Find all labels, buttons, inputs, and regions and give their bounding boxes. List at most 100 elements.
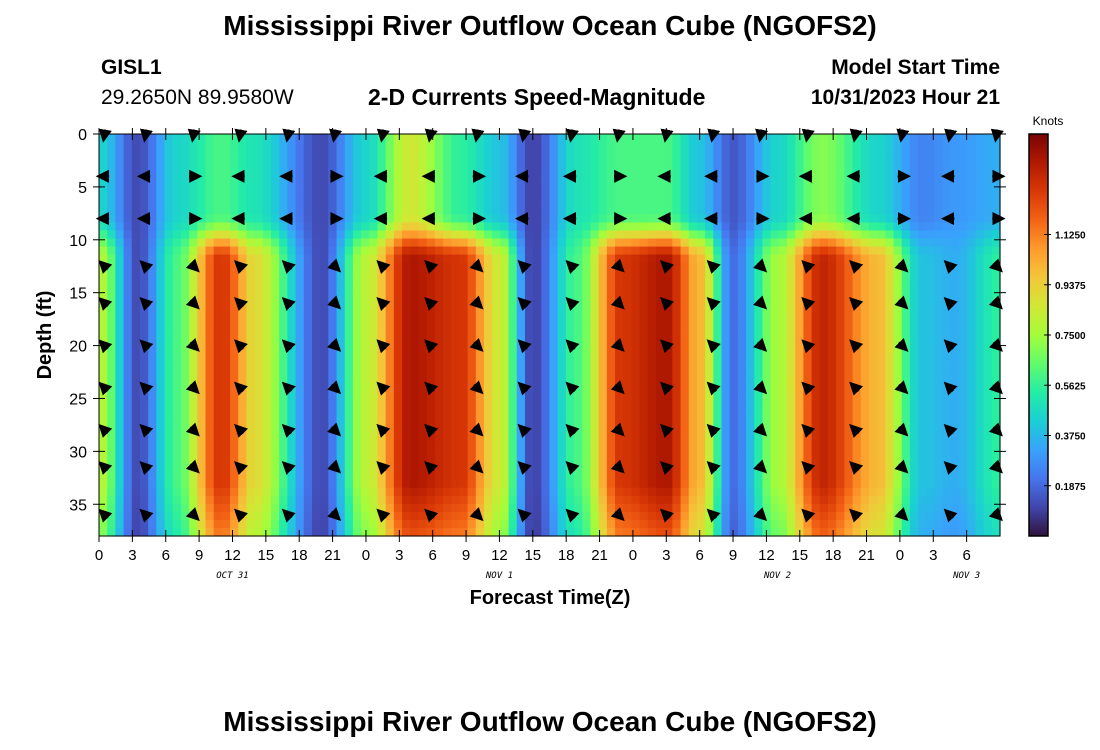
heatmap-cell xyxy=(787,270,796,280)
heatmap-cell xyxy=(443,383,452,392)
heatmap-cell xyxy=(189,359,198,368)
heatmap-cell xyxy=(311,351,321,360)
heatmap-cell xyxy=(295,367,305,376)
heatmap-cell xyxy=(950,206,960,215)
heatmap-cell xyxy=(729,182,739,191)
heatmap-cell xyxy=(221,294,231,304)
heatmap-cell xyxy=(271,198,280,207)
heatmap-cell xyxy=(893,238,903,248)
heatmap-cell xyxy=(901,158,911,167)
heatmap-cell xyxy=(492,270,501,280)
heatmap-cell xyxy=(311,142,321,151)
heatmap-cell xyxy=(909,463,919,473)
heatmap-cell xyxy=(819,166,829,175)
heatmap-cell xyxy=(696,351,706,360)
heatmap-cell xyxy=(893,431,903,441)
heatmap-cell xyxy=(713,439,723,449)
heatmap-cell xyxy=(688,335,698,344)
heatmap-cell xyxy=(377,150,387,159)
heatmap-cell xyxy=(696,158,706,167)
heatmap-cell xyxy=(410,262,420,272)
heatmap-cell xyxy=(565,471,575,481)
heatmap-cell xyxy=(631,190,641,199)
heatmap-cell xyxy=(909,391,919,400)
heatmap-cell xyxy=(901,455,911,465)
heatmap-cell xyxy=(598,198,608,207)
heatmap-cell xyxy=(279,479,288,489)
heatmap-cell xyxy=(647,367,657,376)
heatmap-cell xyxy=(99,222,108,232)
heatmap-cell xyxy=(221,326,231,336)
heatmap-cell xyxy=(311,487,321,497)
heatmap-cell xyxy=(541,367,551,376)
heatmap-cell xyxy=(205,222,215,232)
heatmap-cell xyxy=(574,447,583,457)
heatmap-cell xyxy=(549,150,559,159)
heatmap-cell xyxy=(451,407,460,416)
heatmap-cell xyxy=(385,407,395,416)
heatmap-cell xyxy=(680,150,690,159)
heatmap-cell xyxy=(123,471,133,481)
heatmap-cell xyxy=(778,318,788,328)
heatmap-cell xyxy=(615,310,624,320)
heatmap-cell xyxy=(696,479,706,489)
heatmap-cell xyxy=(475,278,485,288)
heatmap-cell xyxy=(328,190,338,199)
heatmap-cell xyxy=(221,455,231,465)
heatmap-cell xyxy=(713,134,723,143)
heatmap-cell xyxy=(262,246,272,256)
heatmap-cell xyxy=(107,198,116,207)
heatmap-cell xyxy=(975,198,985,207)
heatmap-cell xyxy=(402,142,411,151)
heatmap-cell xyxy=(860,455,870,465)
heatmap-cell xyxy=(533,326,542,336)
heatmap-cell xyxy=(983,270,993,280)
heatmap-cell xyxy=(737,238,747,248)
heatmap-cell xyxy=(705,471,714,481)
heatmap-cell xyxy=(967,222,977,232)
heatmap-cell xyxy=(819,335,829,344)
heatmap-cell xyxy=(983,463,993,473)
heatmap-cell xyxy=(754,367,764,376)
heatmap-cell xyxy=(483,423,493,433)
heatmap-cell xyxy=(254,399,264,408)
heatmap-cell xyxy=(254,415,264,425)
heatmap-cell xyxy=(500,206,510,215)
heatmap-cell xyxy=(189,198,198,207)
heatmap-cell xyxy=(959,367,968,376)
heatmap-cell xyxy=(901,270,911,280)
heatmap-cell xyxy=(836,174,845,183)
heatmap-cell xyxy=(680,166,690,175)
heatmap-cell xyxy=(213,158,223,167)
heatmap-cell xyxy=(696,302,706,312)
heatmap-cell xyxy=(918,174,927,183)
heatmap-cell xyxy=(934,391,944,400)
heatmap-cell xyxy=(909,134,919,143)
heatmap-cell xyxy=(459,246,469,256)
heatmap-cell xyxy=(361,383,370,392)
heatmap-cell xyxy=(893,246,903,256)
heatmap-cell xyxy=(189,455,198,465)
heatmap-cell xyxy=(590,142,600,151)
heatmap-cell xyxy=(271,294,280,304)
heatmap-cell xyxy=(950,182,960,191)
heatmap-cell xyxy=(868,471,878,481)
heatmap-cell xyxy=(328,399,338,408)
heatmap-cell xyxy=(909,182,919,191)
heatmap-cell xyxy=(762,310,772,320)
heatmap-cell xyxy=(377,326,387,336)
heatmap-cell xyxy=(271,407,280,416)
heatmap-cell xyxy=(352,415,362,425)
heatmap-cell xyxy=(295,302,305,312)
heatmap-cell xyxy=(189,254,198,264)
heatmap-cell xyxy=(672,335,682,344)
heatmap-cell xyxy=(533,262,542,272)
heatmap-cell xyxy=(123,455,133,465)
heatmap-cell xyxy=(180,286,190,296)
heatmap-cell xyxy=(655,238,665,248)
heatmap-cell xyxy=(672,222,682,232)
heatmap-cell xyxy=(680,302,690,312)
heatmap-cell xyxy=(754,351,764,360)
heatmap-cell xyxy=(672,158,682,167)
heatmap-cell xyxy=(164,479,174,489)
